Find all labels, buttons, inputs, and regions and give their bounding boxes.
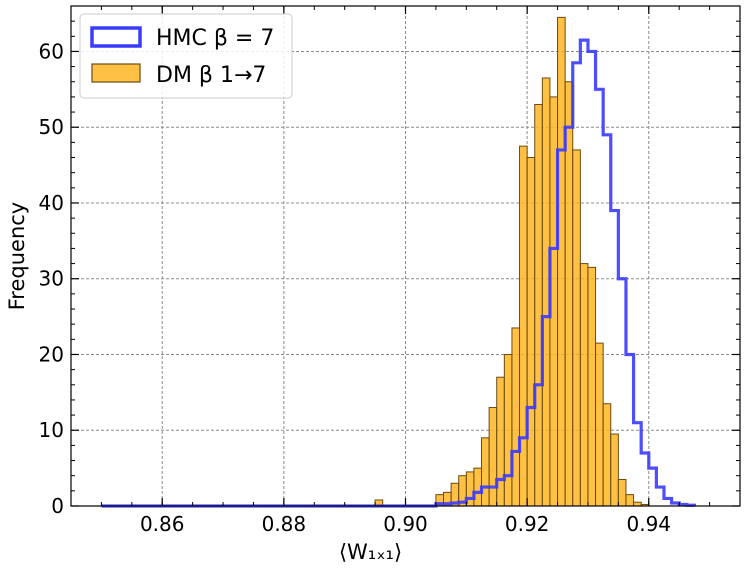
x-tick-label: 0.90	[383, 512, 428, 536]
x-axis-label: ⟨W₁ₓ₁⟩	[339, 540, 402, 564]
legend-label-hmc: HMC β = 7	[156, 26, 274, 51]
dm-bar	[481, 437, 490, 507]
dm-bar	[595, 342, 604, 507]
y-tick-label: 20	[39, 342, 64, 366]
dm-bar	[579, 263, 589, 507]
dm-bar	[526, 157, 536, 507]
y-tick-label: 0	[51, 494, 64, 518]
legend: HMC β = 7 DM β 1→7	[79, 13, 293, 99]
dm-bar	[511, 327, 521, 507]
x-tick-label: 0.88	[262, 512, 307, 536]
dm-bar	[602, 403, 612, 507]
dm-bar	[534, 103, 543, 507]
y-tick-label: 30	[39, 267, 64, 291]
legend-label-dm: DM β 1→7	[156, 63, 266, 88]
dm-bar	[617, 478, 627, 507]
dm-bar	[488, 407, 498, 507]
y-tick-label: 60	[39, 39, 64, 63]
x-tick-labels: 0.86 0.88 0.90 0.92 0.94	[140, 512, 671, 536]
dm-bar	[572, 149, 581, 507]
legend-swatch-dm	[91, 63, 141, 83]
dm-bar	[557, 16, 566, 507]
dm-bar	[610, 433, 619, 507]
y-tick-label: 10	[39, 418, 64, 442]
y-tick-label: 40	[39, 191, 64, 215]
dm-bar	[587, 266, 597, 507]
x-tick-label: 0.92	[505, 512, 550, 536]
y-axis-label: Frequency	[5, 202, 29, 311]
dm-series-bars	[374, 16, 650, 507]
axis-ticks	[71, 6, 740, 507]
y-tick-labels: 0 10 20 30 40 50 60	[39, 39, 64, 518]
x-tick-label: 0.94	[627, 512, 672, 536]
y-tick-label: 50	[39, 115, 64, 139]
dm-bar	[503, 353, 513, 507]
legend-swatch-hmc	[90, 26, 142, 48]
x-tick-label: 0.86	[140, 512, 185, 536]
dm-bar	[625, 494, 635, 507]
